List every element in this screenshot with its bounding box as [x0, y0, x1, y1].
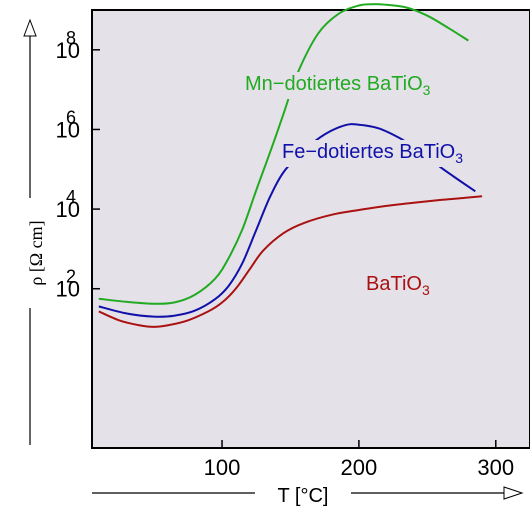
x-tick-label: 100	[204, 455, 241, 480]
annotation-bg	[242, 72, 434, 99]
y-tick-exponent: 4	[66, 187, 76, 207]
x-tick-label: 200	[341, 455, 378, 480]
annotation-batio3: BaTiO3	[366, 273, 430, 298]
x-tick-label: 300	[477, 455, 514, 480]
y-tick-exponent: 8	[66, 28, 76, 48]
y-tick-label: 10	[56, 197, 80, 222]
y-axis-label-bg	[24, 198, 46, 308]
y-axis-label: ρ [Ω cm]	[26, 220, 46, 285]
y-tick-label: 10	[56, 117, 80, 142]
series-line-batio3	[98, 195, 483, 328]
series-line-mn-doped	[98, 3, 469, 305]
x-axis-label-bg	[255, 480, 351, 506]
y-tick-label: 10	[56, 277, 80, 302]
y-tick-exponent: 2	[66, 267, 76, 287]
x-axis-label: T [°C]	[278, 485, 329, 507]
y-tick-label: 10	[56, 38, 80, 63]
x-axis-arrowhead	[503, 486, 524, 500]
y-tick-exponent: 6	[66, 107, 76, 127]
annotation-fe-doped: Fe−dotiertes BaTiO3	[282, 141, 463, 166]
annotation-bg	[279, 140, 467, 167]
annotation-mn-doped: Mn−dotiertes BaTiO3	[245, 73, 431, 98]
y-axis-arrowhead	[23, 18, 37, 37]
